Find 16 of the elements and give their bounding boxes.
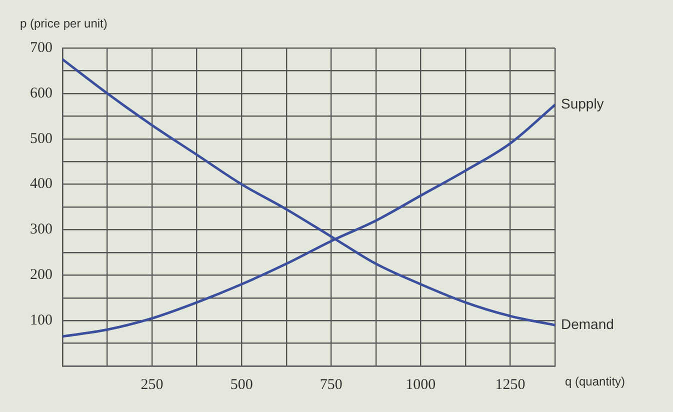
y-tick-label: 300 [30,222,52,238]
x-axis-title: q (quantity) [565,374,626,388]
series-label: Demand [561,316,614,332]
y-tick-label: 700 [30,40,52,56]
x-tick-label: 500 [230,376,253,393]
y-tick-label: 400 [30,176,52,192]
x-tick-label: 250 [140,376,164,393]
y-tick-label: 500 [30,130,52,147]
x-tick-label: 1250 [495,376,526,393]
x-tick-label: 750 [320,376,342,393]
x-tick-label: 1000 [406,376,436,393]
series-label: Supply [561,96,604,112]
y-axis-title: p (price per unit) [20,16,108,30]
y-tick-label: 100 [30,312,52,329]
y-tick-label: 600 [30,85,52,102]
y-tick-label: 200 [30,267,52,284]
